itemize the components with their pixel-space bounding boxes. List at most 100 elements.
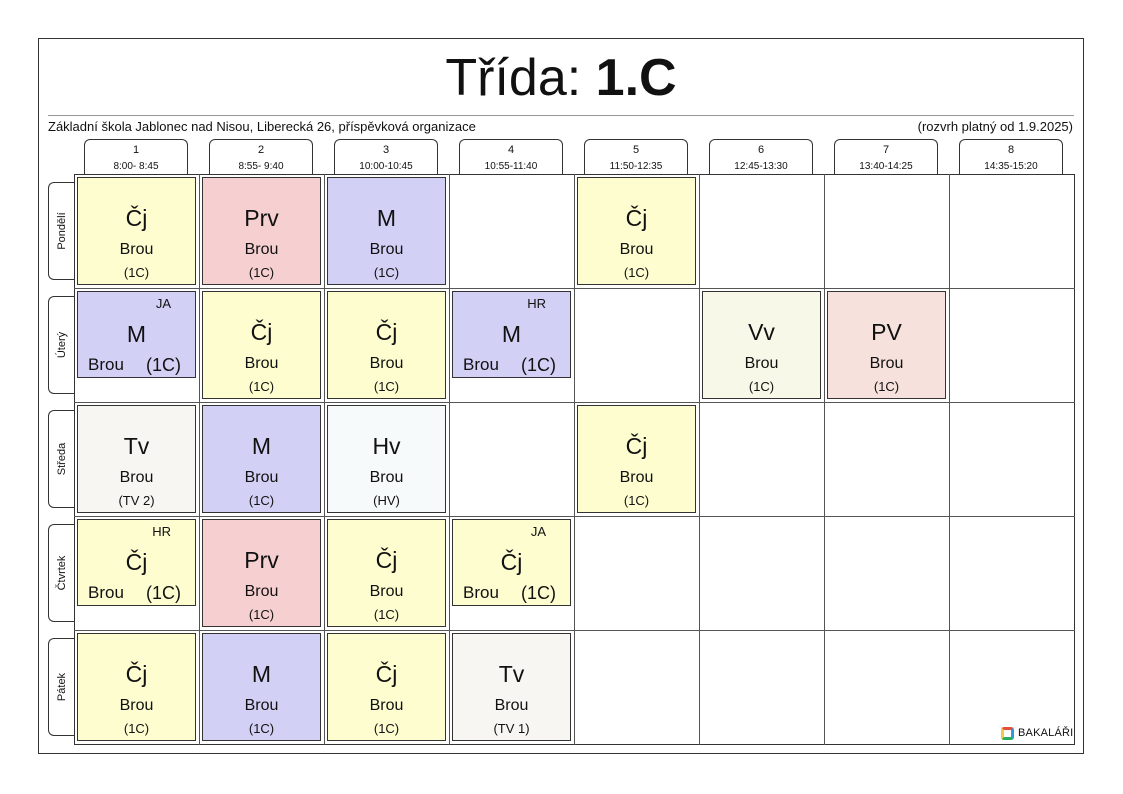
logo-text: BAKALÁŘI	[1018, 727, 1074, 739]
period-time: 8:00- 8:45	[113, 161, 159, 172]
school-name: Základní škola Jablonec nad Nisou, Liber…	[48, 119, 476, 134]
lesson-group: (TV 2)	[118, 493, 155, 508]
period-time: 13:40-14:25	[859, 161, 913, 172]
day-label: Pondělí	[55, 212, 68, 250]
row-divider	[74, 516, 1075, 517]
lesson-subject: Čj	[125, 661, 148, 687]
period-number: 1	[132, 144, 140, 156]
lesson-cell[interactable]: Čj Brou (1C)	[77, 177, 196, 285]
lesson-group: (1C)	[623, 493, 650, 508]
lesson-teacher: Brou	[619, 469, 654, 486]
lesson-teacher: Brou	[119, 469, 154, 486]
day-header: Pondělí	[48, 182, 74, 280]
period-header-7: 7 13:40-14:25	[834, 139, 938, 174]
lesson-teacher: Brou	[369, 697, 404, 714]
lesson-cell[interactable]: Čj Brou (1C)	[327, 633, 446, 741]
period-time: 8:55- 9:40	[238, 161, 284, 172]
lesson-cell[interactable]: Čj Brou (1C)	[577, 177, 696, 285]
lesson-subject: Vv	[748, 319, 775, 345]
period-header-8: 8 14:35-15:20	[959, 139, 1063, 174]
lesson-group: (1C)	[521, 355, 556, 375]
lesson-room: JA	[530, 524, 546, 539]
lesson-group: (1C)	[248, 379, 275, 394]
period-time: 10:00-10:45	[359, 161, 413, 172]
lesson-cell[interactable]: Prv Brou (1C)	[202, 519, 321, 627]
bakalari-logo: BAKALÁŘI	[1001, 725, 1073, 741]
lesson-cell[interactable]: M Brou (1C)	[202, 405, 321, 513]
column-divider	[949, 174, 950, 745]
lesson-group: (1C)	[146, 355, 181, 375]
lesson-cell[interactable]: M Brou (1C)	[327, 177, 446, 285]
lesson-teacher: Brou	[119, 697, 154, 714]
class-name: 1.C	[595, 49, 677, 107]
lesson-cell[interactable]: HR Čj Brou (1C)	[77, 519, 196, 606]
lesson-cell[interactable]: Tv Brou (TV 1)	[452, 633, 571, 741]
day-label: Středa	[55, 442, 68, 476]
period-header-3: 3 10:00-10:45	[334, 139, 438, 174]
day-label: Pátek	[55, 672, 68, 702]
lesson-cell[interactable]: Čj Brou (1C)	[77, 633, 196, 741]
lesson-teacher: Brou	[244, 469, 279, 486]
column-divider	[449, 174, 450, 745]
lesson-cell[interactable]: HR M Brou (1C)	[452, 291, 571, 378]
lesson-room: JA	[155, 296, 171, 311]
period-number: 7	[882, 144, 890, 156]
lesson-cell[interactable]: M Brou (1C)	[202, 633, 321, 741]
row-divider	[74, 288, 1075, 289]
lesson-room: HR	[527, 296, 546, 311]
lesson-teacher: Brou	[369, 583, 404, 600]
lesson-teacher: Brou	[869, 355, 904, 372]
period-header-5: 5 11:50-12:35	[584, 139, 688, 174]
lesson-cell[interactable]: Hv Brou (HV)	[327, 405, 446, 513]
lesson-subject: Hv	[372, 433, 401, 459]
lesson-cell[interactable]: Prv Brou (1C)	[202, 177, 321, 285]
lesson-cell[interactable]: Čj Brou (1C)	[202, 291, 321, 399]
day-header: Středa	[48, 410, 74, 508]
day-header: Čtvrtek	[48, 524, 74, 622]
title-divider	[48, 115, 1074, 116]
lesson-teacher: Brou	[88, 355, 124, 374]
lesson-teacher: Brou	[463, 583, 499, 602]
lesson-cell[interactable]: Vv Brou (1C)	[702, 291, 821, 399]
period-number: 2	[257, 144, 265, 156]
period-number: 8	[1007, 144, 1015, 156]
row-divider	[74, 630, 1075, 631]
lesson-group: (1C)	[248, 721, 275, 736]
lesson-subject: Čj	[625, 433, 648, 459]
lesson-group: (1C)	[373, 379, 400, 394]
lesson-subject: M	[251, 661, 272, 687]
period-header-4: 4 10:55-11:40	[459, 139, 563, 174]
lesson-cell[interactable]: Čj Brou (1C)	[577, 405, 696, 513]
day-header: Pátek	[48, 638, 74, 736]
lesson-group: (1C)	[521, 583, 556, 603]
page-frame	[38, 38, 1084, 754]
lesson-group: (1C)	[248, 493, 275, 508]
lesson-cell[interactable]: Tv Brou (TV 2)	[77, 405, 196, 513]
lesson-subject: M	[501, 321, 522, 347]
lesson-teacher: Brou	[494, 697, 529, 714]
lesson-cell[interactable]: Čj Brou (1C)	[327, 519, 446, 627]
lesson-subject: Tv	[123, 433, 150, 459]
lesson-teacher: Brou	[744, 355, 779, 372]
lesson-subject: Čj	[375, 661, 398, 687]
lesson-subject: Čj	[625, 205, 648, 231]
lesson-cell[interactable]: JA Čj Brou (1C)	[452, 519, 571, 606]
lesson-cell[interactable]: Čj Brou (1C)	[327, 291, 446, 399]
lesson-group: (1C)	[373, 607, 400, 622]
lesson-subject: Tv	[498, 661, 525, 687]
lesson-cell[interactable]: JA M Brou (1C)	[77, 291, 196, 378]
lesson-subject: M	[251, 433, 272, 459]
lesson-cell[interactable]: PV Brou (1C)	[827, 291, 946, 399]
lesson-teacher: Brou	[369, 355, 404, 372]
lesson-subject: Čj	[500, 549, 523, 575]
period-time: 11:50-12:35	[609, 161, 663, 172]
lesson-subject: Čj	[375, 319, 398, 345]
lesson-group: (1C)	[248, 265, 275, 280]
period-header-6: 6 12:45-13:30	[709, 139, 813, 174]
period-time: 14:35-15:20	[984, 161, 1038, 172]
lesson-subject: M	[126, 321, 147, 347]
lesson-room: HR	[152, 524, 171, 539]
period-header-2: 2 8:55- 9:40	[209, 139, 313, 174]
lesson-group: (1C)	[373, 265, 400, 280]
period-number: 3	[382, 144, 390, 156]
